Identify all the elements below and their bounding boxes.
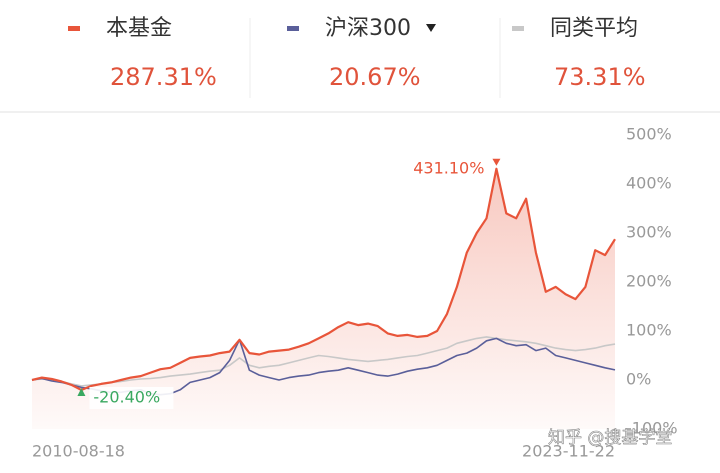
y-tick-label: 100% (626, 321, 672, 340)
y-tick-label: 200% (626, 272, 672, 291)
label-box (89, 386, 174, 409)
annotation-label: 431.10% (413, 158, 484, 177)
watermark: 知乎 @搜基学堂 (548, 428, 672, 448)
area-fill (32, 168, 615, 430)
y-tick-label: 500% (626, 125, 672, 144)
y-tick-label: 300% (626, 223, 672, 242)
legend-swatch (512, 26, 524, 31)
legend-swatch (68, 26, 80, 31)
x-tick-label: 2023-11-22 (522, 442, 615, 461)
min-marker (77, 387, 86, 396)
legend-label: 沪深300 (325, 16, 411, 41)
annotation-label: -20.40% (93, 387, 160, 406)
legend-swatch (287, 26, 299, 31)
series-line (31, 167, 616, 392)
return-value: 20.67% (329, 63, 421, 91)
return-value: 73.31% (554, 63, 646, 91)
y-tick-label: 400% (626, 174, 672, 193)
max-marker (492, 158, 501, 166)
return-value: 287.31% (110, 63, 217, 91)
y-tick-label: 0% (626, 370, 651, 389)
y-tick-label: -100% (626, 419, 678, 438)
legend-label: 本基金 (106, 16, 172, 41)
x-tick-label: 2010-08-18 (32, 442, 125, 461)
series-line (31, 336, 616, 387)
dropdown-icon[interactable] (426, 24, 436, 32)
legend-label: 同类平均 (550, 16, 638, 41)
